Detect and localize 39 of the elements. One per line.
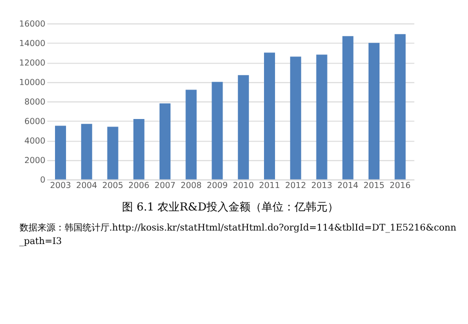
bar (55, 126, 66, 180)
y-tick-label: 4000 (24, 136, 46, 146)
y-tick-label: 8000 (24, 96, 46, 107)
bar (316, 54, 328, 180)
bar (394, 34, 406, 180)
bar (186, 90, 197, 180)
x-tick-label: 2013 (311, 180, 332, 190)
bar (133, 118, 144, 180)
x-tick-label: 2009 (206, 180, 228, 190)
y-tick-label: 2000 (24, 155, 46, 166)
x-tick-label: 2008 (180, 180, 202, 190)
x-tick-label: 2003 (50, 180, 72, 190)
text: 图 6.1 农业R&D投入金额（单位：亿韩元） (122, 200, 339, 214)
y-tick-label: 16000 (19, 18, 46, 29)
bar (212, 82, 223, 180)
bar (81, 124, 92, 180)
y-tick-label: 10000 (19, 77, 46, 88)
x-tick-label: 2007 (154, 180, 176, 190)
y-tick-label: 0 (40, 174, 46, 185)
x-tick-label: 2010 (232, 180, 254, 190)
x-tick-label: 2012 (285, 180, 306, 190)
bar (107, 126, 118, 180)
x-tick-label: 2005 (102, 180, 124, 190)
source-note: 数据来源：韩国统计厅.http://kosis.kr/statHtml/statHtml.do?orgId=114&tblId=DT_1E5216&conn_path=I3 (19, 222, 456, 248)
x-tick-label: 2011 (259, 180, 280, 190)
y-tick-label: 6000 (24, 116, 46, 126)
bar (290, 56, 302, 180)
bar (264, 52, 276, 180)
y-tick-label: 14000 (19, 38, 46, 48)
bar (238, 75, 249, 180)
x-tick-label: 2016 (390, 180, 411, 190)
x-tick-label: 2004 (76, 180, 98, 190)
x-tick-label: 2014 (337, 180, 358, 190)
y-tick-label: 12000 (19, 58, 46, 68)
x-tick-label: 2006 (128, 180, 150, 190)
bar (342, 36, 354, 180)
bar (368, 42, 380, 180)
bar (160, 103, 171, 180)
x-tick-label: 2015 (364, 180, 385, 190)
